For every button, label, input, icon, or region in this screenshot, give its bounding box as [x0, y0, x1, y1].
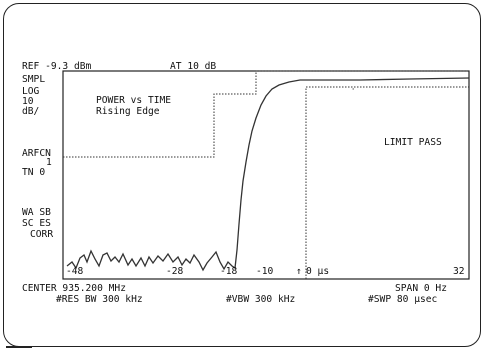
- scale-type: LOG: [22, 86, 40, 97]
- measurement-title: POWER vs TIME: [96, 95, 171, 106]
- corr-annotation: CORR: [30, 229, 53, 240]
- ref-level: REF -9.3 dBm: [22, 61, 92, 72]
- detector-mode: SMPL: [22, 74, 45, 85]
- wa-sb-annotation: WA SB: [22, 207, 51, 218]
- measurement-subtitle: Rising Edge: [96, 106, 160, 117]
- arfcn-value: 1: [46, 157, 52, 168]
- sweep-time: #SWP 80 µsec: [368, 294, 437, 305]
- x-tick-label: 0 µs: [306, 266, 329, 277]
- lower-limit-mask: [305, 86, 469, 279]
- scale-value: 10: [22, 96, 34, 107]
- x-tick-label: -18: [220, 266, 238, 277]
- x-tick-label: -48: [66, 266, 84, 277]
- limit-status: LIMIT PASS: [384, 137, 442, 148]
- x-tick-label: 32: [453, 266, 465, 277]
- arfcn-label: ARFCN: [22, 148, 51, 159]
- timeslot-number: TN 0: [22, 167, 45, 178]
- mask-marker-tick: ': [351, 87, 355, 95]
- sc-es-annotation: SC ES: [22, 218, 51, 229]
- center-frequency: CENTER 935.200 MHz: [22, 283, 126, 294]
- x-tick-label: -28: [166, 266, 184, 277]
- scale-unit: dB/: [22, 106, 40, 117]
- video-bandwidth: #VBW 300 kHz: [226, 294, 295, 305]
- resolution-bandwidth: #RES BW 300 kHz: [56, 294, 143, 305]
- x-tick-label: -10: [256, 266, 274, 277]
- upper-limit-mask: [63, 70, 469, 158]
- screen-frame: [3, 3, 481, 347]
- span-setting: SPAN 0 Hz: [395, 283, 447, 294]
- frame-mark: [6, 346, 32, 348]
- marker-arrow-icon: ↑: [296, 266, 302, 277]
- power-trace: [66, 77, 470, 272]
- attenuation: AT 10 dB: [170, 61, 216, 72]
